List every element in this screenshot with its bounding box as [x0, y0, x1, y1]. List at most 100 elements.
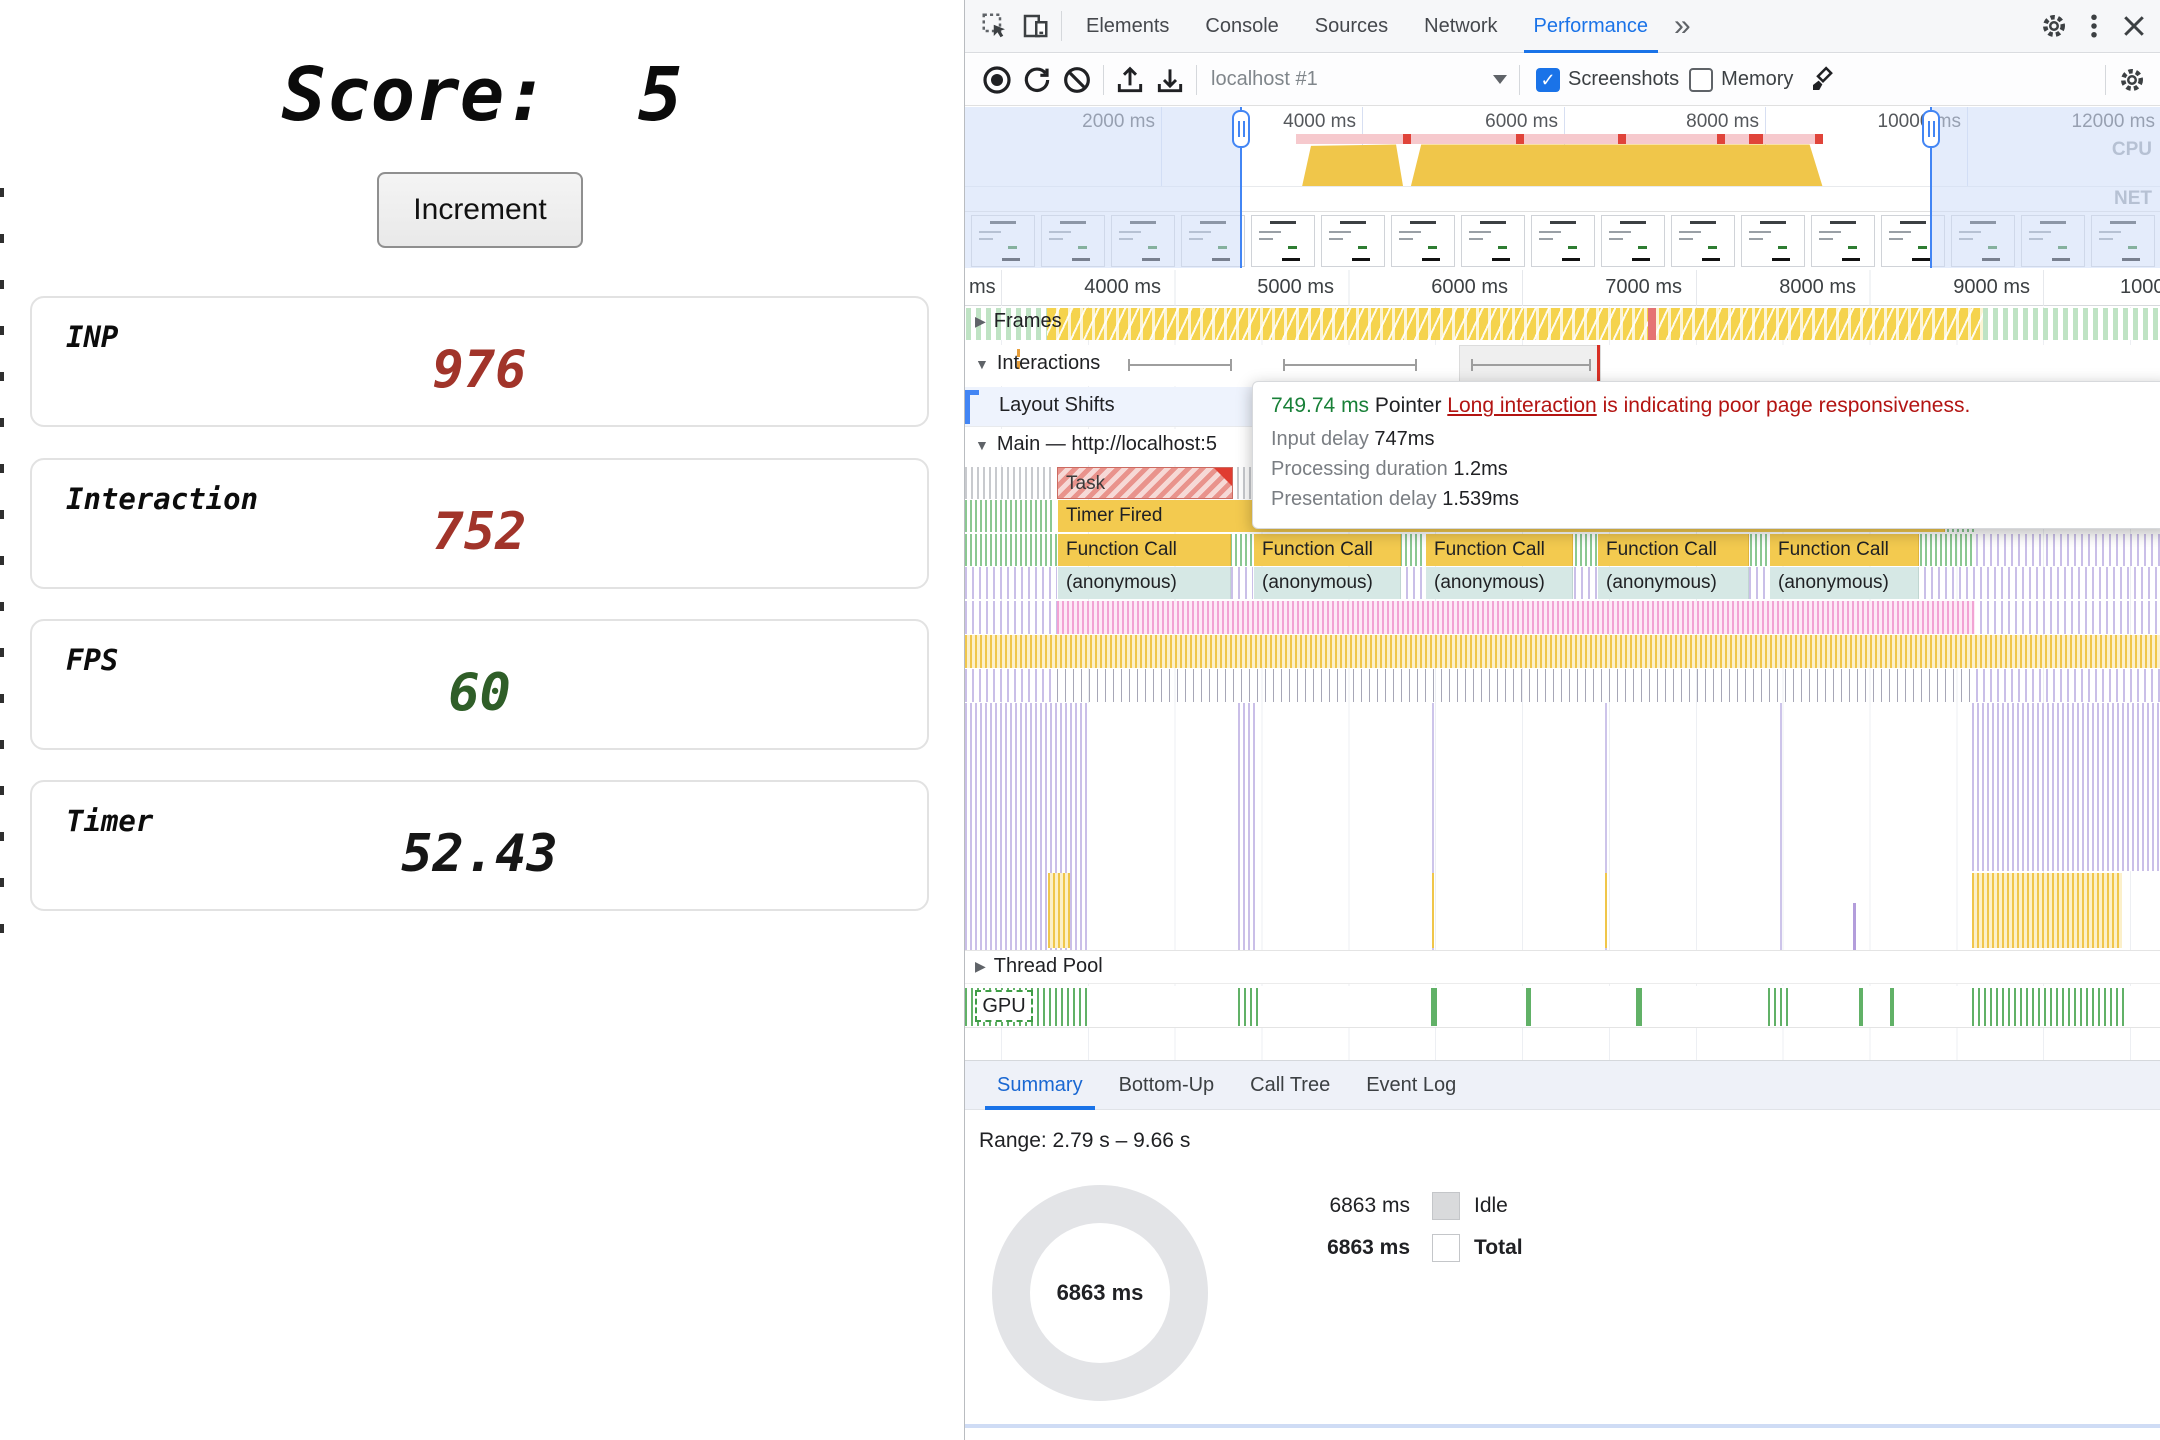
total-swatch	[1432, 1234, 1460, 1262]
filmstrip-thumbnail[interactable]	[1811, 215, 1875, 267]
ruler-label: 9000 ms	[1953, 276, 2030, 298]
filmstrip-thumbnail[interactable]	[1671, 215, 1735, 267]
tab-call-tree[interactable]: Call Tree	[1250, 1074, 1331, 1096]
filmstrip-thumbnail[interactable]	[1251, 215, 1315, 267]
tab-performance[interactable]: Performance	[1516, 0, 1667, 53]
more-tabs-icon[interactable]: »	[1674, 9, 1691, 42]
long-task-strip	[1296, 134, 1823, 144]
anonymous-bar[interactable]: (anonymous)	[1597, 567, 1749, 599]
flame-texture	[1432, 703, 1434, 950]
interaction-whisker[interactable]	[1283, 359, 1417, 371]
tab-console[interactable]: Console	[1205, 14, 1279, 37]
flame-texture	[965, 703, 1090, 950]
collapsed-icon: ▶	[975, 958, 986, 974]
tooltip-row: Input delay 747ms	[1271, 428, 1435, 450]
interactions-track-header[interactable]: ▼ Interactions	[975, 352, 1101, 374]
memory-checkbox[interactable]	[1689, 67, 1714, 92]
expanded-icon: ▼	[975, 436, 989, 453]
increment-button[interactable]: Increment	[377, 172, 583, 248]
tab-bottom-up[interactable]: Bottom-Up	[1118, 1074, 1215, 1096]
long-task-marker	[1403, 134, 1411, 144]
divider	[1103, 64, 1104, 95]
tab-event-log[interactable]: Event Log	[1366, 1074, 1457, 1096]
tab-network[interactable]: Network	[1424, 14, 1498, 37]
metric-value: 976	[432, 340, 527, 400]
screenshots-checkbox[interactable]: ✓	[1536, 67, 1560, 92]
gpu-texture	[1526, 988, 1531, 1026]
selection-bracket	[965, 390, 979, 434]
close-icon[interactable]	[2114, 6, 2154, 46]
function-call-bar[interactable]: Function Call	[1253, 534, 1401, 566]
flame-texture	[1605, 873, 1607, 948]
selection-handle-left[interactable]	[1232, 110, 1250, 148]
tab-sources[interactable]: Sources	[1314, 14, 1389, 37]
anonymous-bar[interactable]: (anonymous)	[1057, 567, 1231, 599]
filmstrip-thumbnail[interactable]	[1391, 215, 1455, 267]
flamechart-ruler: ms 4000 ms 5000 ms 6000 ms 7000 ms 8000 …	[965, 270, 2160, 306]
overview-time-label: 8000 ms	[1686, 111, 1759, 132]
long-interaction-link[interactable]: Long interaction	[1447, 394, 1597, 417]
long-task-marker	[1749, 134, 1763, 144]
selection-handle-line[interactable]	[1930, 107, 1932, 268]
layout-shifts-track-header[interactable]: Layout Shifts	[999, 394, 1115, 416]
tab-summary[interactable]: Summary	[979, 1060, 1101, 1110]
capture-settings-gear-icon[interactable]	[2112, 60, 2152, 100]
flame-texture	[1853, 903, 1856, 950]
download-profile-icon[interactable]	[1150, 60, 1190, 100]
selection-handle-right[interactable]	[1922, 110, 1940, 148]
metric-value: 752	[432, 502, 527, 562]
main-track-header[interactable]: ▼ Main — http://localhost:5	[975, 433, 1217, 455]
flame-texture	[965, 635, 2160, 668]
filmstrip-thumbnail[interactable]	[1531, 215, 1595, 267]
metric-card-inp: INP 976	[30, 296, 929, 427]
tab-elements[interactable]: Elements	[1086, 14, 1170, 37]
filmstrip-thumbnail[interactable]	[1601, 215, 1665, 267]
device-toolbar-icon[interactable]	[1015, 6, 1055, 46]
anonymous-bar[interactable]: (anonymous)	[1253, 567, 1401, 599]
interaction-whisker[interactable]	[1128, 359, 1232, 371]
frames-track-header[interactable]: ▶ Frames	[975, 310, 1062, 332]
thread-pool-track: ▶ Thread Pool	[965, 950, 2160, 984]
tooltip-event-type: Pointer	[1374, 394, 1442, 417]
donut-total: 6863 ms	[1030, 1223, 1170, 1363]
flame-texture	[1972, 873, 2122, 948]
metric-label: Interaction	[66, 482, 259, 516]
reload-record-icon[interactable]	[1017, 60, 1057, 100]
garbage-collect-icon[interactable]	[1803, 60, 1843, 100]
record-icon[interactable]	[977, 60, 1017, 100]
upload-profile-icon[interactable]	[1110, 60, 1150, 100]
flame-deep-rows	[965, 703, 2160, 950]
function-call-bar[interactable]: Function Call	[1597, 534, 1749, 566]
thread-pool-track-header[interactable]: ▶ Thread Pool	[975, 955, 1103, 977]
kebab-menu-icon[interactable]	[2074, 6, 2114, 46]
selection-handle-line[interactable]	[1240, 107, 1242, 268]
anonymous-bar[interactable]: (anonymous)	[1769, 567, 1919, 599]
function-call-bar[interactable]: Function Call	[1057, 534, 1231, 566]
interaction-whisker[interactable]	[1471, 359, 1591, 371]
flame-row-deep-2	[965, 635, 2160, 668]
inspect-element-icon[interactable]	[975, 6, 1015, 46]
flame-row-deep-3	[965, 669, 2160, 702]
flame-row-anonymous: (anonymous) (anonymous) (anonymous) (ano…	[965, 567, 2160, 599]
long-task-marker	[1815, 134, 1823, 144]
task-bar[interactable]: Task	[1057, 467, 1233, 499]
expanded-icon: ▼	[975, 355, 989, 372]
profile-select-value: localhost #1	[1211, 68, 1318, 90]
clear-icon[interactable]	[1057, 60, 1097, 100]
profile-select[interactable]: localhost #1	[1203, 62, 1513, 98]
settings-gear-icon[interactable]	[2034, 6, 2074, 46]
anonymous-bar[interactable]: (anonymous)	[1425, 567, 1573, 599]
function-call-bar[interactable]: Function Call	[1425, 534, 1573, 566]
interaction-end-marker	[1597, 345, 1600, 386]
filmstrip-thumbnail[interactable]	[1741, 215, 1805, 267]
gpu-track-header[interactable]: GPU	[975, 990, 1033, 1022]
legend-row-idle: 6863 ms Idle	[1265, 1189, 1685, 1223]
frames-texture	[966, 308, 1047, 340]
legend-row-total: 6863 ms Total	[1265, 1231, 1685, 1265]
filmstrip-thumbnail[interactable]	[1461, 215, 1525, 267]
metric-label: Timer	[66, 804, 154, 838]
overview-unselected-left	[965, 107, 1241, 268]
gpu-texture	[1890, 988, 1894, 1026]
function-call-bar[interactable]: Function Call	[1769, 534, 1919, 566]
filmstrip-thumbnail[interactable]	[1321, 215, 1385, 267]
